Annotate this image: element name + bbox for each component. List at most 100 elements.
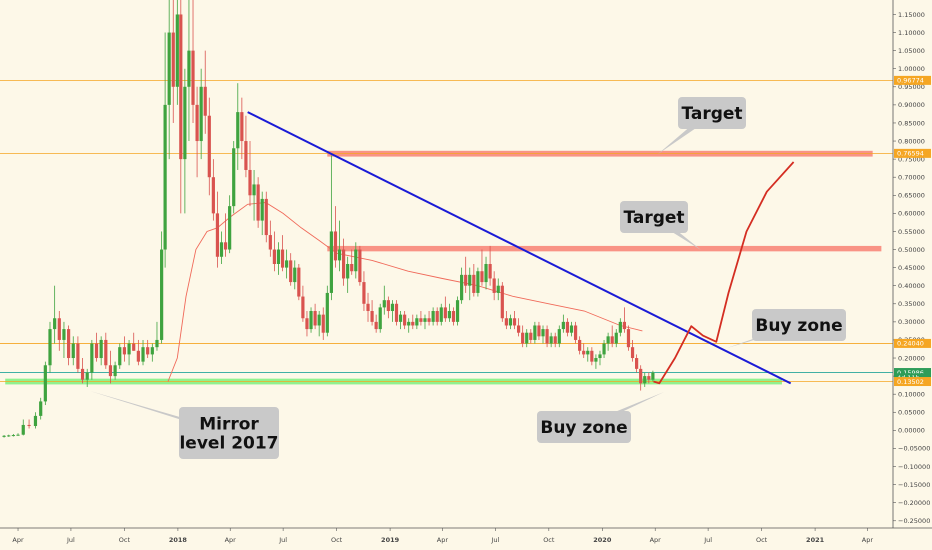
candle[interactable]: [341, 238, 346, 286]
candle[interactable]: [366, 292, 370, 322]
candle[interactable]: [104, 332, 108, 369]
candle[interactable]: [228, 195, 232, 254]
candle[interactable]: [132, 332, 136, 351]
candle[interactable]: [256, 177, 260, 228]
candle[interactable]: [651, 370, 655, 382]
candle[interactable]: [346, 256, 350, 293]
candle[interactable]: [374, 314, 378, 333]
candle[interactable]: [21, 419, 25, 436]
candle[interactable]: [630, 339, 635, 362]
candle[interactable]: [297, 264, 301, 301]
candle[interactable]: [321, 307, 325, 340]
candle[interactable]: [447, 303, 452, 322]
candle[interactable]: [606, 332, 610, 351]
candle[interactable]: [451, 307, 456, 326]
callout-target-lower[interactable]: Target: [620, 201, 701, 250]
candle[interactable]: [207, 97, 211, 196]
candle[interactable]: [488, 245, 492, 286]
candle[interactable]: [199, 68, 203, 160]
candle[interactable]: [113, 361, 117, 380]
candle[interactable]: [171, 0, 175, 123]
candle[interactable]: [370, 300, 374, 326]
candle[interactable]: [590, 347, 594, 366]
candle[interactable]: [614, 329, 618, 348]
candle[interactable]: [643, 372, 647, 387]
candle[interactable]: [94, 332, 99, 362]
candle[interactable]: [289, 253, 293, 286]
candle[interactable]: [537, 321, 541, 340]
price-badge[interactable]: 0.76594: [894, 148, 931, 158]
candle[interactable]: [127, 339, 131, 366]
candle[interactable]: [423, 314, 427, 330]
projection-path[interactable]: [653, 161, 795, 385]
candle[interactable]: [541, 325, 545, 344]
descending-trendline[interactable]: [247, 111, 792, 385]
candle[interactable]: [264, 191, 268, 243]
price-badge[interactable]: 0.96774: [894, 75, 931, 85]
callout-buy-zone-lower[interactable]: Buy zone: [537, 392, 664, 443]
candle[interactable]: [594, 354, 598, 369]
candle[interactable]: [90, 339, 94, 380]
candle[interactable]: [468, 267, 472, 301]
candle[interactable]: [317, 311, 321, 337]
candle[interactable]: [610, 325, 614, 348]
candle[interactable]: [549, 332, 553, 348]
candle[interactable]: [211, 159, 215, 221]
candle[interactable]: [394, 300, 399, 326]
candle[interactable]: [403, 311, 407, 330]
candle[interactable]: [529, 329, 533, 344]
candle[interactable]: [195, 86, 199, 178]
candle[interactable]: [71, 336, 75, 366]
candle[interactable]: [309, 307, 313, 333]
candle[interactable]: [191, 0, 195, 123]
candle[interactable]: [167, 0, 171, 160]
candle[interactable]: [472, 264, 476, 297]
candle[interactable]: [150, 343, 154, 362]
candle[interactable]: [276, 242, 281, 275]
candle[interactable]: [155, 321, 159, 351]
candle[interactable]: [427, 311, 431, 326]
candle[interactable]: [33, 412, 38, 429]
candle[interactable]: [62, 321, 66, 359]
candle[interactable]: [578, 336, 582, 355]
candle[interactable]: [141, 339, 145, 366]
candle[interactable]: [223, 213, 228, 257]
candle[interactable]: [382, 285, 386, 315]
candle[interactable]: [415, 314, 419, 330]
candle[interactable]: [272, 231, 277, 272]
candle[interactable]: [635, 354, 639, 373]
candle[interactable]: [464, 256, 468, 293]
candle[interactable]: [358, 245, 362, 286]
candle[interactable]: [561, 314, 565, 333]
candle[interactable]: [43, 361, 47, 406]
candle[interactable]: [325, 285, 329, 337]
candle[interactable]: [492, 271, 496, 301]
candle[interactable]: [390, 300, 395, 322]
candle[interactable]: [333, 206, 338, 268]
candle[interactable]: [57, 311, 61, 351]
candle[interactable]: [521, 325, 525, 348]
candle[interactable]: [533, 321, 537, 344]
candle[interactable]: [268, 220, 272, 257]
candle[interactable]: [362, 271, 366, 312]
candle[interactable]: [586, 347, 590, 362]
candle[interactable]: [419, 311, 423, 326]
candle[interactable]: [407, 318, 411, 333]
candle[interactable]: [647, 372, 651, 384]
candle[interactable]: [260, 191, 264, 236]
candle[interactable]: [411, 314, 415, 330]
candle[interactable]: [85, 368, 89, 387]
candle[interactable]: [16, 433, 20, 436]
candle[interactable]: [301, 285, 305, 322]
candle[interactable]: [175, 0, 179, 105]
candle[interactable]: [122, 336, 127, 362]
candle[interactable]: [2, 435, 6, 438]
candle[interactable]: [232, 141, 236, 214]
candle[interactable]: [598, 350, 602, 366]
candle[interactable]: [305, 311, 309, 337]
candle[interactable]: [582, 343, 586, 359]
candle[interactable]: [443, 296, 447, 322]
candle[interactable]: [48, 321, 52, 373]
